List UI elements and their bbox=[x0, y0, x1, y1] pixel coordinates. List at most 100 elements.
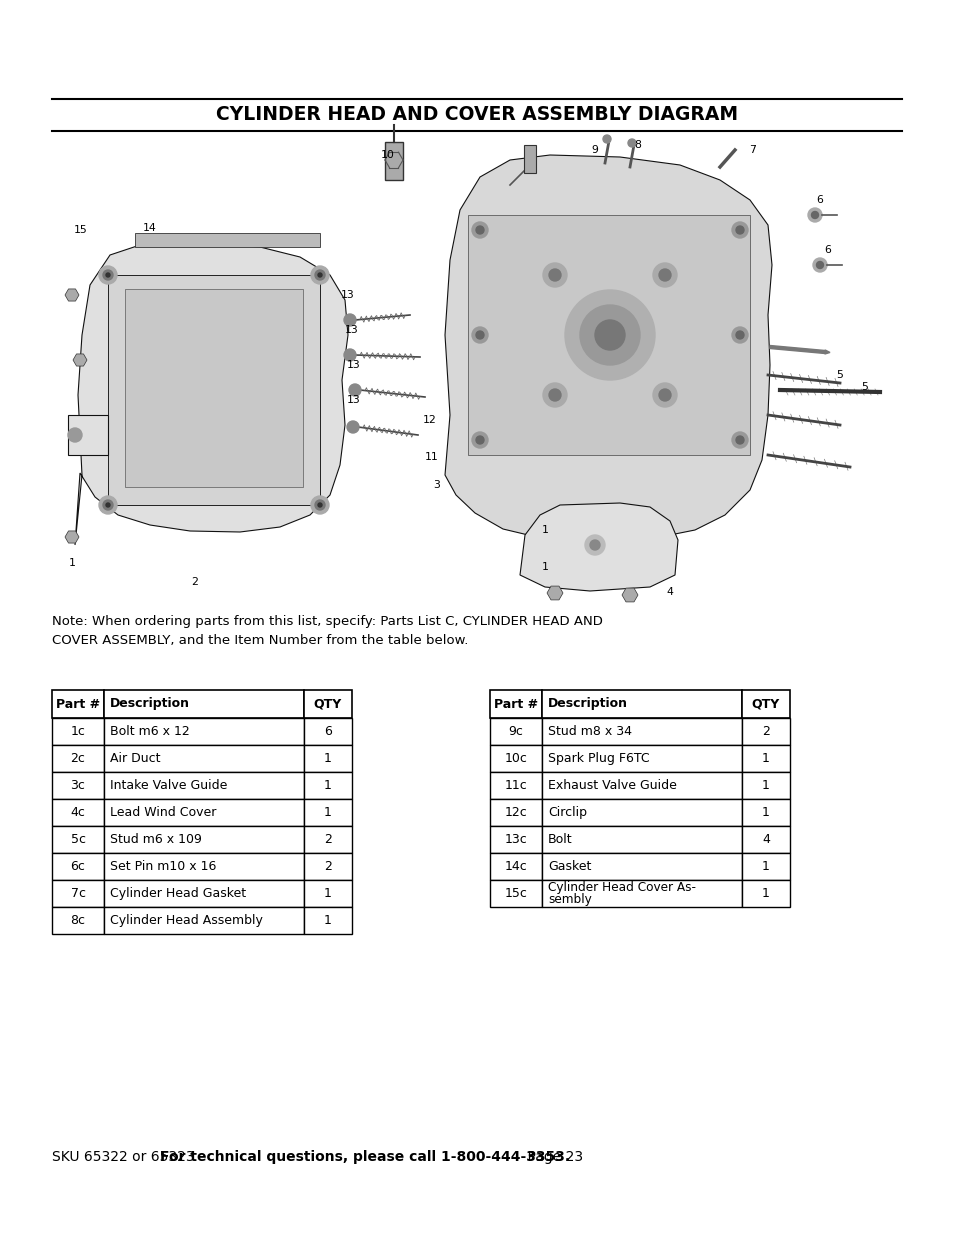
Text: Intake Valve Guide: Intake Valve Guide bbox=[110, 779, 227, 792]
Text: 12c: 12c bbox=[504, 806, 527, 819]
Bar bbox=[52, 881, 104, 906]
Circle shape bbox=[627, 140, 636, 147]
Circle shape bbox=[602, 135, 610, 143]
Bar bbox=[741, 853, 789, 881]
Text: 1: 1 bbox=[541, 525, 548, 535]
Text: 5: 5 bbox=[861, 382, 867, 391]
Polygon shape bbox=[68, 415, 108, 454]
Bar bbox=[741, 745, 789, 772]
FancyArrow shape bbox=[769, 346, 829, 354]
Bar bbox=[52, 745, 104, 772]
Circle shape bbox=[584, 535, 604, 555]
Text: 2: 2 bbox=[192, 577, 198, 587]
Text: 5: 5 bbox=[836, 370, 842, 380]
Bar bbox=[490, 853, 541, 881]
Bar bbox=[304, 881, 352, 906]
Bar bbox=[104, 826, 304, 853]
Bar bbox=[104, 853, 304, 881]
Bar bbox=[52, 690, 104, 718]
Text: Exhaust Valve Guide: Exhaust Valve Guide bbox=[547, 779, 677, 792]
Text: 6: 6 bbox=[324, 725, 332, 739]
Circle shape bbox=[811, 211, 818, 219]
Text: 11: 11 bbox=[425, 452, 438, 462]
Text: Bolt m6 x 12: Bolt m6 x 12 bbox=[110, 725, 190, 739]
Text: 12: 12 bbox=[423, 415, 436, 425]
Text: 4: 4 bbox=[761, 832, 769, 846]
Circle shape bbox=[579, 305, 639, 366]
Text: Part #: Part # bbox=[494, 698, 537, 710]
Text: 5c: 5c bbox=[71, 832, 86, 846]
Bar bbox=[741, 718, 789, 745]
Text: 3c: 3c bbox=[71, 779, 86, 792]
Bar bbox=[541, 718, 741, 745]
Text: 13: 13 bbox=[345, 325, 358, 335]
Text: CYLINDER HEAD AND COVER ASSEMBLY DIAGRAM: CYLINDER HEAD AND COVER ASSEMBLY DIAGRAM bbox=[215, 105, 738, 125]
Circle shape bbox=[68, 429, 82, 442]
Text: 6: 6 bbox=[816, 195, 822, 205]
Circle shape bbox=[476, 436, 483, 445]
Text: Lead Wind Cover: Lead Wind Cover bbox=[110, 806, 216, 819]
Circle shape bbox=[106, 273, 110, 277]
Bar bbox=[104, 690, 304, 718]
Text: 2: 2 bbox=[324, 860, 332, 873]
Text: 13: 13 bbox=[347, 359, 360, 370]
Circle shape bbox=[659, 269, 670, 282]
Text: 2: 2 bbox=[324, 832, 332, 846]
Bar bbox=[304, 799, 352, 826]
Bar bbox=[541, 826, 741, 853]
Text: Cylinder Head Assembly: Cylinder Head Assembly bbox=[110, 914, 263, 927]
Text: 1: 1 bbox=[324, 914, 332, 927]
Text: Stud m6 x 109: Stud m6 x 109 bbox=[110, 832, 202, 846]
Text: 1: 1 bbox=[761, 752, 769, 764]
Polygon shape bbox=[73, 354, 87, 366]
Text: 1: 1 bbox=[69, 558, 75, 568]
Bar bbox=[490, 881, 541, 906]
Bar bbox=[385, 142, 402, 180]
Bar bbox=[741, 826, 789, 853]
Text: 1: 1 bbox=[324, 887, 332, 900]
Bar bbox=[304, 853, 352, 881]
Bar bbox=[490, 745, 541, 772]
Text: Stud m8 x 34: Stud m8 x 34 bbox=[547, 725, 631, 739]
Text: Cylinder Head Gasket: Cylinder Head Gasket bbox=[110, 887, 246, 900]
Text: Circlip: Circlip bbox=[547, 806, 586, 819]
Text: 3: 3 bbox=[433, 480, 440, 490]
Polygon shape bbox=[621, 588, 638, 601]
Text: 11c: 11c bbox=[504, 779, 527, 792]
Text: 1: 1 bbox=[541, 562, 548, 572]
Bar bbox=[541, 799, 741, 826]
Bar bbox=[490, 690, 541, 718]
Text: QTY: QTY bbox=[751, 698, 780, 710]
Circle shape bbox=[731, 327, 747, 343]
Text: Air Duct: Air Duct bbox=[110, 752, 160, 764]
Text: 15: 15 bbox=[74, 225, 88, 235]
Bar bbox=[104, 799, 304, 826]
Bar bbox=[104, 772, 304, 799]
Text: 1: 1 bbox=[761, 887, 769, 900]
Text: 1c: 1c bbox=[71, 725, 86, 739]
Text: 7: 7 bbox=[749, 144, 756, 156]
Circle shape bbox=[311, 266, 329, 284]
Text: Spark Plug F6TC: Spark Plug F6TC bbox=[547, 752, 649, 764]
Text: 1: 1 bbox=[761, 860, 769, 873]
Text: 9: 9 bbox=[591, 144, 598, 156]
Bar bbox=[52, 853, 104, 881]
Circle shape bbox=[659, 389, 670, 401]
Text: 8c: 8c bbox=[71, 914, 86, 927]
Text: 15c: 15c bbox=[504, 887, 527, 900]
Polygon shape bbox=[65, 531, 79, 543]
Text: Description: Description bbox=[110, 698, 190, 710]
Text: 14: 14 bbox=[143, 224, 156, 233]
Text: 7c: 7c bbox=[71, 887, 86, 900]
Polygon shape bbox=[65, 289, 79, 301]
Polygon shape bbox=[519, 503, 678, 592]
Text: Set Pin m10 x 16: Set Pin m10 x 16 bbox=[110, 860, 216, 873]
Bar bbox=[104, 906, 304, 934]
Circle shape bbox=[812, 258, 826, 272]
Polygon shape bbox=[444, 156, 771, 542]
Bar bbox=[52, 718, 104, 745]
Bar bbox=[490, 718, 541, 745]
Bar bbox=[541, 881, 741, 906]
Text: 10: 10 bbox=[380, 149, 395, 161]
Text: For technical questions, please call 1-800-444-3353.: For technical questions, please call 1-8… bbox=[160, 1150, 570, 1165]
